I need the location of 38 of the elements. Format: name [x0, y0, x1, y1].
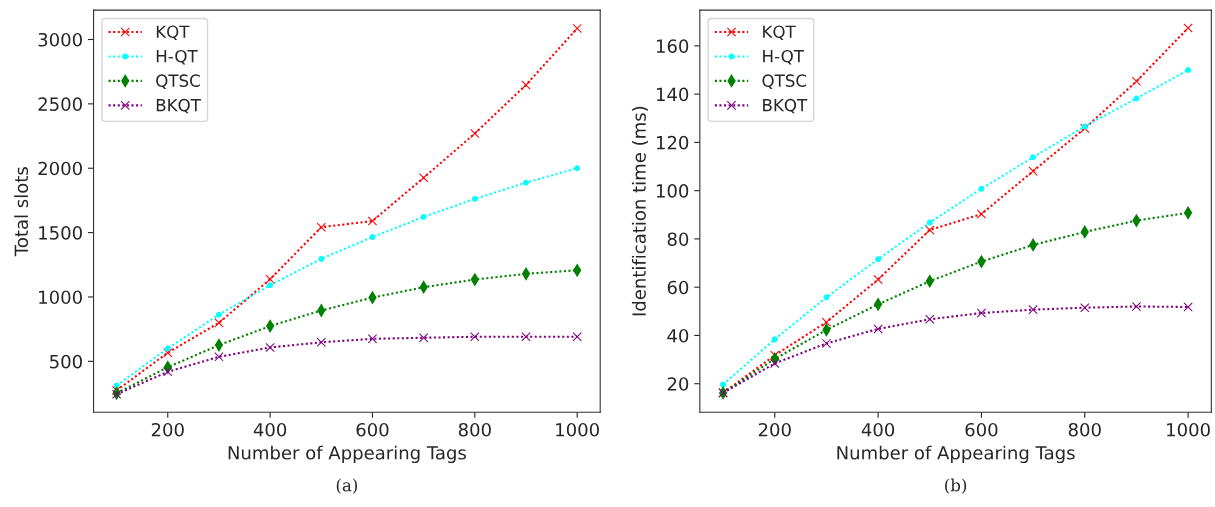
x-tick-label: 400 — [861, 422, 895, 437]
x-tick-label: 600 — [356, 422, 389, 437]
y-axis-title: Total slots — [14, 167, 29, 257]
x-tick-label: 800 — [458, 422, 491, 437]
x-tick-label: 1000 — [556, 422, 599, 437]
x-tick-label: 400 — [253, 422, 287, 437]
legend-label: BKQT — [156, 98, 201, 114]
y-tick-label: 100 — [656, 184, 689, 198]
y-tick-label: 140 — [656, 87, 689, 102]
y-tick-label: 20 — [667, 377, 689, 391]
legend-label: KQT — [763, 25, 796, 40]
y-tick-label: 40 — [667, 328, 689, 343]
y-tick-label: 2000 — [38, 161, 82, 176]
y-tick-label: 120 — [656, 135, 689, 150]
text: (b) — [945, 478, 967, 494]
y-tick-label: 2500 — [38, 97, 82, 111]
x-tick-label: 1000 — [1167, 422, 1210, 437]
x-tick-label: 800 — [1068, 422, 1101, 437]
y-tick-label: 1000 — [39, 290, 82, 305]
x-axis-title: Number of Appearing Tags — [837, 445, 1075, 464]
y-axis-title: Identification time (ms) — [631, 106, 649, 316]
x-tick-label: 600 — [965, 422, 998, 437]
text: (a) — [336, 478, 358, 494]
legend-label: H-QT — [763, 49, 805, 65]
y-tick-label: 160 — [656, 39, 689, 53]
x-tick-label: 200 — [151, 422, 184, 437]
legend-label: QTSC — [762, 74, 807, 89]
y-tick-label: 500 — [50, 354, 82, 369]
legend-label: BKQT — [763, 98, 808, 114]
legend-label: KQT — [156, 25, 190, 40]
x-tick-label: 200 — [758, 422, 791, 437]
y-tick-label: 60 — [667, 280, 689, 295]
x-axis-title: Number of Appearing Tags — [228, 445, 466, 464]
y-tick-label: 1500 — [39, 226, 82, 240]
legend-label: QTSC — [156, 74, 200, 89]
legend-label: H-QT — [156, 49, 198, 65]
y-tick-label: 80 — [667, 232, 689, 247]
y-tick-label: 3000 — [38, 32, 82, 47]
